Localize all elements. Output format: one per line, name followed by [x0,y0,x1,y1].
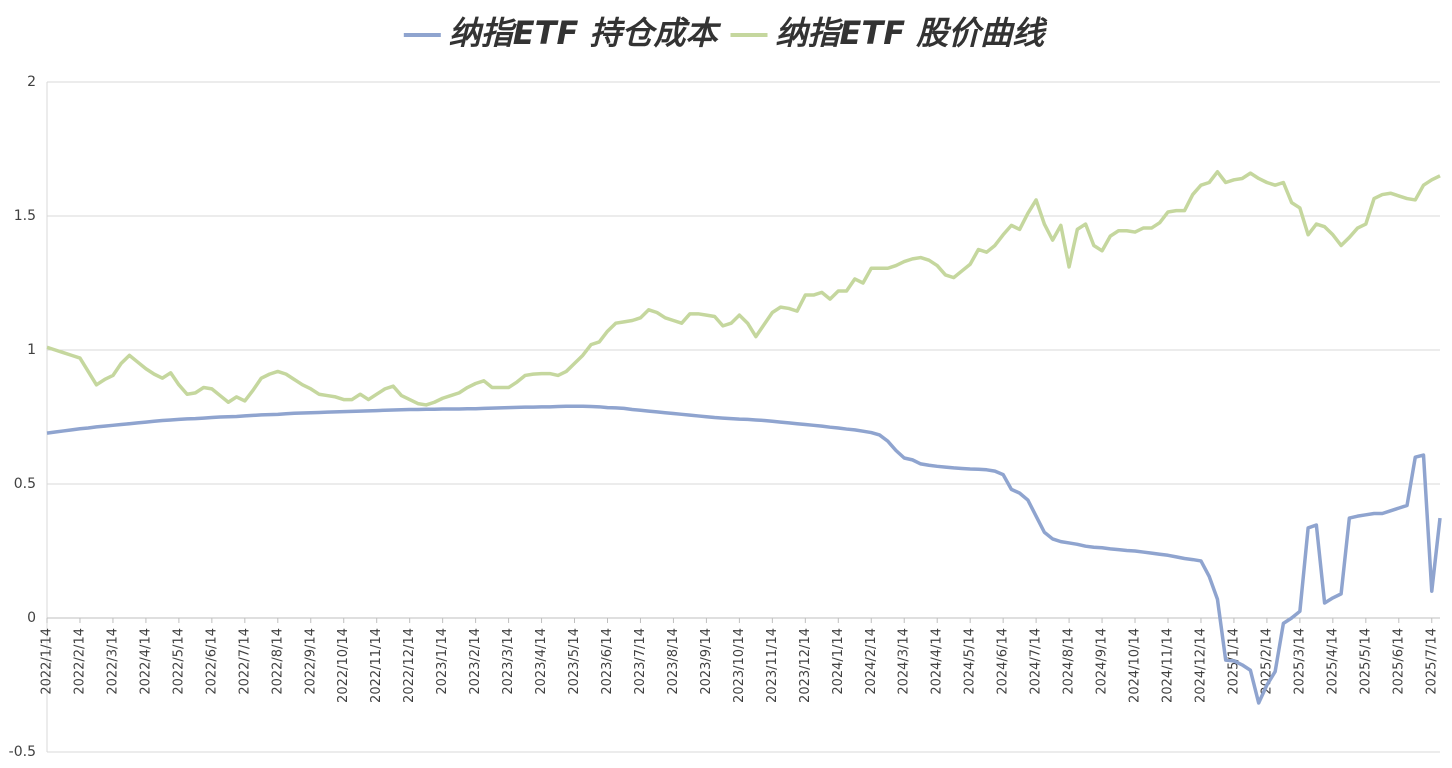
x-tick-label: 2024/12/14 [1193,628,1208,703]
x-tick-label: 2023/4/14 [534,628,549,695]
x-tick-label: 2022/11/14 [369,628,384,703]
x-tick-label: 2025/7/14 [1424,628,1439,695]
x-tick-label: 2023/1/14 [435,628,450,695]
x-tick-label: 2023/10/14 [732,628,747,703]
series-line [46,170,1441,407]
x-tick-label: 2024/7/14 [1029,628,1044,695]
y-tick-label: -0.5 [9,744,36,760]
x-tick-label: 2024/6/14 [996,628,1011,695]
x-tick-label: 2024/11/14 [1160,628,1175,703]
x-tick-label: 2022/1/14 [40,628,55,695]
x-tick-label: 2024/4/14 [930,628,945,695]
x-tick-label: 2022/12/14 [402,628,417,703]
series-line [46,404,1442,705]
x-tick-label: 2024/5/14 [963,628,978,695]
x-tick-label: 2023/8/14 [666,628,681,695]
x-tick-label: 2023/9/14 [699,628,714,695]
x-tick-label: 2023/6/14 [600,628,615,695]
x-tick-label: 2025/3/14 [1292,628,1307,695]
y-tick-label: 0.5 [14,476,36,492]
x-tick-label: 2024/9/14 [1095,628,1110,695]
legend-label: 纳指ETF 持仓成本 [449,14,722,52]
x-tick-label: 2023/2/14 [468,628,483,695]
x-tick-label: 2024/3/14 [897,628,912,695]
x-tick-label: 2023/3/14 [501,628,516,695]
x-tick-label: 2025/4/14 [1325,628,1340,695]
x-tick-label: 2023/12/14 [798,628,813,703]
x-tick-label: 2022/6/14 [204,628,219,695]
y-tick-label: 1 [27,342,36,358]
x-tick-label: 2025/6/14 [1391,628,1406,695]
x-tick-label: 2022/7/14 [237,628,252,695]
y-tick-label: 1.5 [14,208,36,224]
legend-label: 纳指ETF 股价曲线 [776,14,1049,52]
x-tick-label: 2022/2/14 [72,628,87,695]
x-tick-label: 2022/4/14 [138,628,153,695]
x-tick-label: 2025/5/14 [1358,628,1373,695]
legend: 纳指ETF 持仓成本 纳指ETF 股价曲线 [403,14,1049,52]
x-tick-label: 2022/8/14 [270,628,285,695]
y-tick-label: 0 [27,610,36,626]
x-tick-label: 2023/11/14 [765,628,780,703]
x-tick-label: 2024/2/14 [864,628,879,695]
x-tick-label: 2023/7/14 [633,628,648,695]
x-tick-label: 2022/3/14 [105,628,120,695]
x-tick-label: 2023/5/14 [567,628,582,695]
y-tick-label: 2 [27,74,36,90]
x-tick-label: 2022/10/14 [336,628,351,703]
x-tick-label: 2024/8/14 [1062,628,1077,695]
x-tick-label: 2022/9/14 [303,628,318,695]
x-tick-label: 2024/1/14 [831,628,846,695]
x-tick-label: 2022/5/14 [171,628,186,695]
x-tick-label: 2024/10/14 [1128,628,1143,703]
